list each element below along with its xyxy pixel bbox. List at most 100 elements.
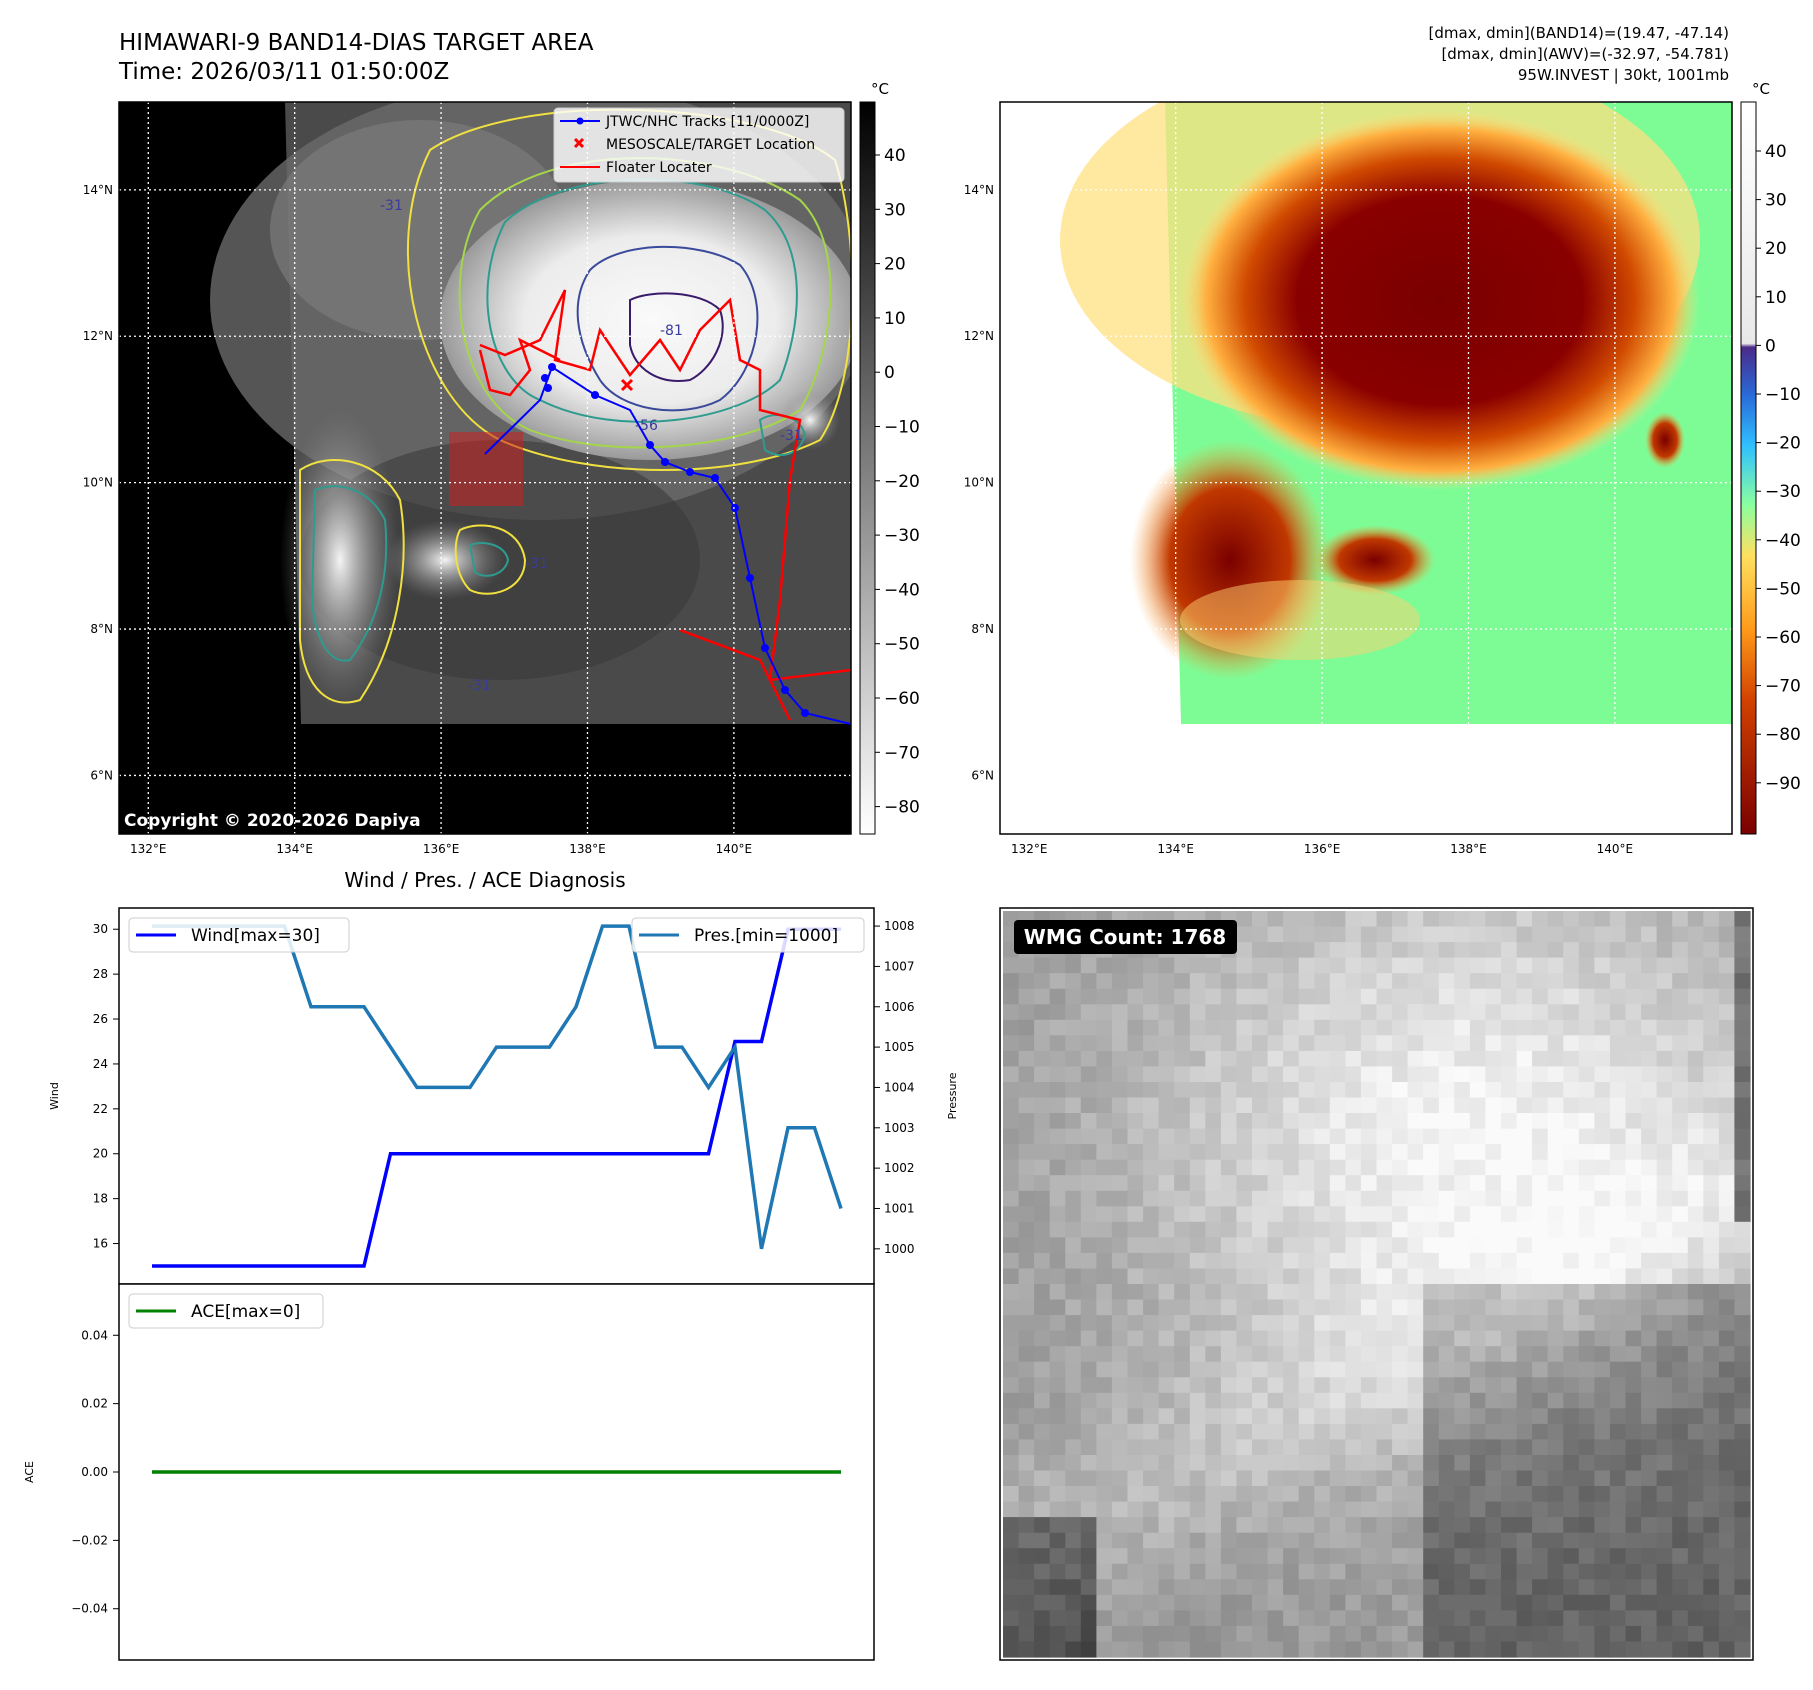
wmg-pixel <box>1734 911 1751 928</box>
wmg-pixel <box>1018 1423 1035 1440</box>
lon-label: 140°E <box>716 842 753 856</box>
svg-text:-31: -31 <box>380 198 403 214</box>
wmg-pixel <box>1609 1050 1627 1067</box>
wmg-pixel <box>1018 1284 1035 1301</box>
figure-time: Time: 2026/03/11 01:50:00Z <box>118 59 449 85</box>
wmg-pixel <box>1501 1159 1518 1176</box>
wmg-pixel <box>1111 1221 1129 1238</box>
wmg-pixel <box>1252 1408 1269 1425</box>
wmg-pixel <box>1345 942 1362 959</box>
wmg-pixel <box>1563 1579 1580 1596</box>
wmg-pixel <box>1080 1330 1097 1347</box>
wmg-pixel <box>1687 1330 1704 1347</box>
wmg-pixel <box>1687 1501 1704 1518</box>
wmg-pixel <box>1578 1144 1595 1161</box>
wmg-pixel <box>1687 988 1704 1005</box>
lat-label: 10°N <box>83 476 113 490</box>
wmg-pixel <box>1003 1532 1020 1549</box>
wmg-pixel <box>1734 1082 1751 1099</box>
wmg-pixel <box>1220 1113 1238 1130</box>
wmg-pixel <box>1252 1548 1269 1565</box>
wmg-pixel <box>1594 911 1611 928</box>
wmg-pixel <box>1049 1625 1066 1642</box>
wmg-pixel <box>1563 1408 1580 1425</box>
wmg-pixel <box>1314 988 1331 1005</box>
wmg-pixel <box>1734 1284 1751 1301</box>
wmg-pixel <box>1314 1486 1331 1503</box>
wmg-pixel <box>1158 1268 1175 1285</box>
wmg-pixel <box>1625 1423 1642 1440</box>
wmg-pixel <box>1329 926 1346 943</box>
wmg-pixel <box>1532 1144 1549 1161</box>
wmg-pixel <box>1594 1159 1611 1176</box>
wmg-pixel <box>1609 1097 1627 1114</box>
wmg-pixel <box>1563 1501 1580 1518</box>
wmg-pixel <box>1065 1346 1082 1363</box>
wmg-pixel <box>1220 1284 1238 1301</box>
wmg-pixel <box>1532 1594 1549 1611</box>
wmg-pixel <box>1469 1066 1487 1083</box>
wmg-pixel <box>1578 1346 1595 1363</box>
wmg-pixel <box>1469 1315 1487 1332</box>
wmg-pixel <box>1407 1082 1424 1099</box>
wmg-pixel <box>1376 1455 1393 1472</box>
wmg-pixel <box>1096 1252 1113 1269</box>
wmg-pixel <box>1034 1641 1051 1658</box>
wmg-pixel <box>1267 957 1284 974</box>
wmg-pixel <box>1703 942 1720 959</box>
wmg-pixel <box>1298 1237 1315 1254</box>
wmg-pixel <box>1174 1268 1191 1285</box>
wmg-pixel <box>1360 1392 1378 1409</box>
wmg-pixel <box>1423 1019 1440 1036</box>
wmg-pixel <box>1594 1610 1611 1627</box>
lon-label: 132°E <box>1011 842 1048 856</box>
wmg-pixel <box>1532 911 1549 928</box>
wmg-pixel <box>1438 1113 1455 1130</box>
wmg-pixel <box>1345 1315 1362 1332</box>
wmg-pixel <box>1158 973 1175 990</box>
wmg-pixel <box>1578 973 1595 990</box>
pressure-tick-label: 1006 <box>884 1000 915 1014</box>
wmg-pixel <box>1345 1532 1362 1549</box>
wmg-pixel <box>1143 1346 1160 1363</box>
wmg-pixel <box>1314 1082 1331 1099</box>
wmg-pixel <box>1267 1284 1284 1301</box>
wmg-pixel <box>1703 1113 1720 1130</box>
wmg-pixel <box>1189 1159 1206 1176</box>
wmg-pixel <box>1049 1532 1066 1549</box>
wmg-pixel <box>1532 1082 1549 1099</box>
wmg-pixel <box>1127 1268 1144 1285</box>
wmg-pixel <box>1734 1237 1751 1254</box>
wmg-pixel <box>1096 1625 1113 1642</box>
wmg-pixel <box>1594 1392 1611 1409</box>
wmg-pixel <box>1718 1423 1736 1440</box>
wmg-pixel <box>1220 1470 1238 1487</box>
wmg-pixel <box>1469 1004 1487 1021</box>
wmg-pixel <box>1516 1423 1533 1440</box>
wmg-pixel <box>1158 1346 1175 1363</box>
wmg-pixel <box>1392 1563 1409 1580</box>
wmg-pixel <box>1189 1330 1206 1347</box>
wmg-pixel <box>1205 1299 1222 1316</box>
wmg-pixel <box>1703 1548 1720 1565</box>
wmg-pixel <box>1158 1004 1175 1021</box>
wmg-pixel <box>1578 957 1595 974</box>
wmg-pixel <box>1625 1408 1642 1425</box>
wmg-pixel <box>1174 1315 1191 1332</box>
wmg-pixel <box>1547 1625 1564 1642</box>
wmg-pixel <box>1283 1082 1300 1099</box>
wmg-pixel <box>1267 911 1284 928</box>
wmg-pixel <box>1034 1548 1051 1565</box>
wmg-pixel <box>1329 1455 1346 1472</box>
wmg-pixel <box>1438 1439 1455 1456</box>
wmg-pixel <box>1392 1625 1409 1642</box>
wmg-badge-text: WMG Count: 1768 <box>1024 925 1226 949</box>
wmg-pixel <box>1049 1252 1066 1269</box>
wmg-pixel <box>1111 1128 1129 1145</box>
wmg-pixel <box>1423 1439 1440 1456</box>
wmg-pixel <box>1236 1159 1253 1176</box>
wmg-pixel <box>1298 1113 1315 1130</box>
wmg-pixel <box>1003 1128 1020 1145</box>
wmg-pixel <box>1485 1019 1502 1036</box>
wmg-pixel <box>1376 1113 1393 1130</box>
